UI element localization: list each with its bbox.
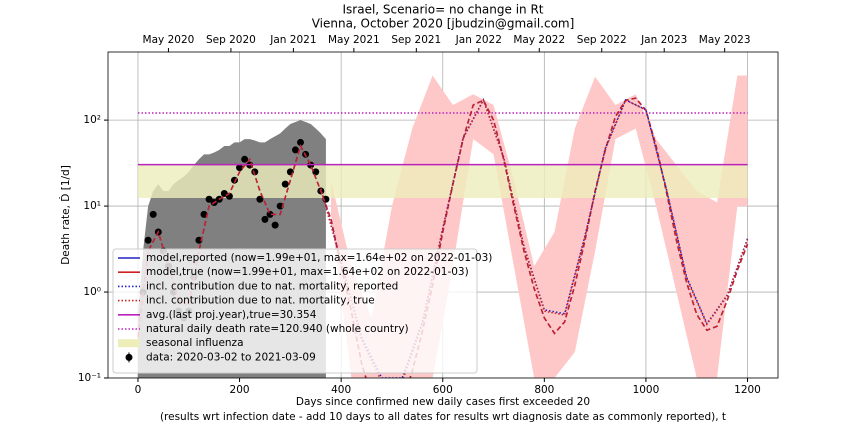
data-point (312, 168, 320, 176)
legend-label: incl. contribution due to nat. mortality… (146, 295, 375, 307)
legend-label: avg.(last proj.year),true=30.354 (146, 309, 317, 321)
chart-subtitle: Vienna, October 2020 [jbudzin@gmail.com] (312, 17, 575, 31)
data-point (195, 236, 203, 244)
data-point (261, 215, 269, 223)
data-point (149, 210, 157, 218)
data-point (266, 210, 274, 218)
x-axis-label: Days since confirmed new daily cases fir… (296, 396, 590, 408)
legend-label: seasonal influenza (146, 337, 244, 349)
legend-marker (125, 353, 133, 361)
model-line (320, 98, 749, 378)
y-tick-label: 10⁻¹ (78, 372, 101, 384)
y-axis-label: Death rate, Ḋ [1/d] (59, 165, 72, 265)
data-point (205, 195, 213, 203)
data-point (281, 180, 289, 188)
top-tick-label: Sep 2021 (391, 34, 441, 46)
data-point (276, 202, 284, 210)
x-tick-label: 1000 (633, 384, 660, 396)
top-tick-label: May 2022 (513, 34, 565, 46)
data-point (241, 155, 249, 163)
legend-swatch (118, 339, 140, 348)
legend-label: model,true (now=1.99e+01, max=1.64e+02 o… (146, 266, 469, 278)
data-point (144, 236, 152, 244)
y-tick-label: 10² (83, 114, 101, 126)
top-tick-label: May 2021 (328, 34, 380, 46)
legend-label: natural daily death rate=120.940 (whole … (146, 323, 409, 335)
data-point (297, 138, 305, 146)
chart-title: Israel, Scenario= no change in Rt (343, 3, 544, 17)
x-axis-label-2: (results wrt infection date - add 10 day… (160, 411, 726, 423)
legend-label: data: 2020-03-02 to 2021-03-09 (146, 351, 316, 363)
x-tick-label: 600 (433, 384, 453, 396)
x-tick-label: 800 (534, 384, 554, 396)
x-tick-label: 1200 (734, 384, 761, 396)
top-tick-label: May 2020 (143, 34, 195, 46)
legend: model,reported (now=1.99e+01, max=1.64e+… (112, 248, 492, 374)
data-point (291, 146, 299, 154)
data-point (256, 195, 264, 203)
data-point (271, 221, 279, 229)
top-tick-label: Sep 2020 (206, 34, 256, 46)
y-tick-label: 10⁰ (83, 286, 101, 298)
x-tick-label: 200 (230, 384, 250, 396)
axes: 0 200 400 600 800 1000 1200 10⁻¹ 10⁰ 10¹ 10² May 20… (78, 34, 761, 396)
data-point (236, 164, 244, 172)
top-tick-label: May 2023 (699, 34, 751, 46)
y-tick-label: 10¹ (83, 200, 101, 212)
top-tick-label: Jan 2022 (455, 34, 502, 46)
legend-label: model,reported (now=1.99e+01, max=1.64e+… (146, 252, 492, 264)
top-tick-label: Sep 2022 (577, 34, 627, 46)
x-tick-label: 400 (331, 384, 351, 396)
data-point (200, 210, 208, 218)
top-tick-label: Jan 2023 (640, 34, 687, 46)
data-point (251, 168, 259, 176)
legend-label: incl. contribution due to nat. mortality… (146, 280, 398, 292)
legend-box (112, 248, 478, 374)
x-tick-label: 0 (135, 384, 142, 396)
plot-frame (107, 51, 779, 379)
top-tick-label: Jan 2021 (269, 34, 316, 46)
